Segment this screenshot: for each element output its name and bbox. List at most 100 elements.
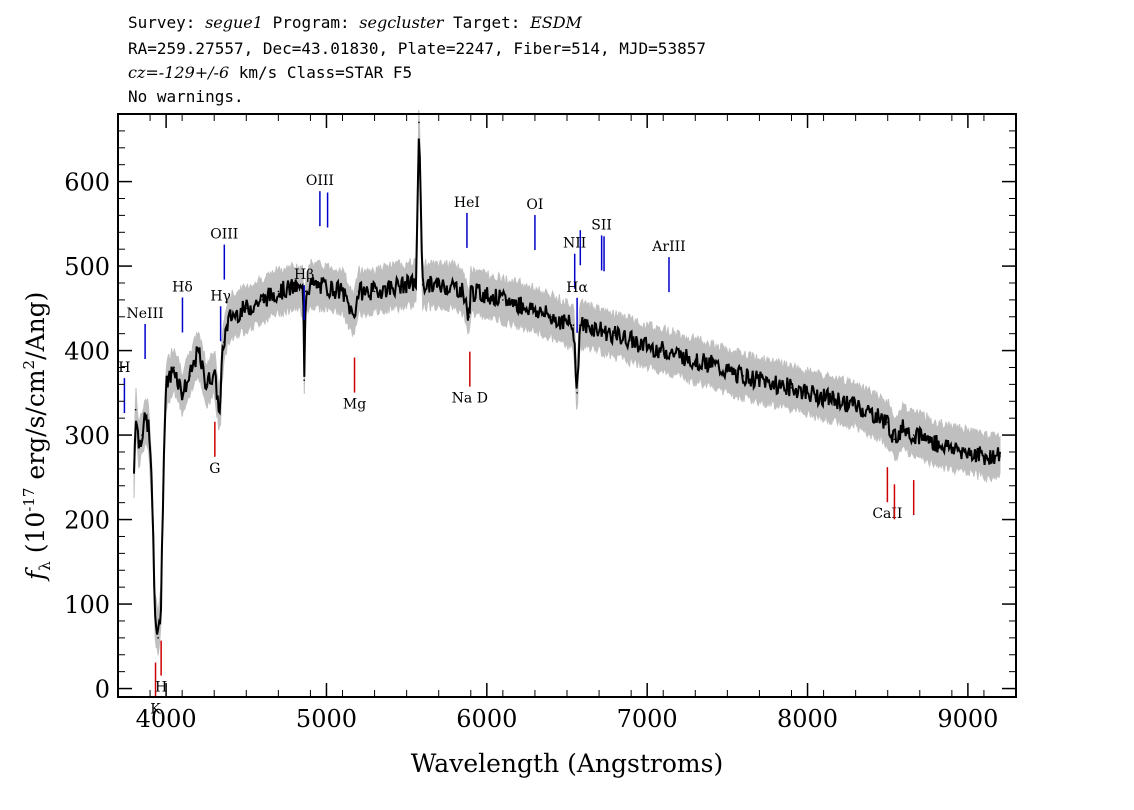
flux-point xyxy=(134,408,137,411)
y-tick-label: 600 xyxy=(64,169,110,197)
flux-point xyxy=(277,290,280,293)
y-tick-label: 500 xyxy=(64,253,110,281)
flux-point xyxy=(935,442,937,445)
flux-point xyxy=(181,392,184,394)
y-tick-label: 400 xyxy=(64,338,110,366)
flux-point xyxy=(309,283,312,286)
flux-point xyxy=(293,286,296,289)
cz-prefix: cz= xyxy=(128,63,159,82)
flux-point xyxy=(822,396,825,398)
flux-point xyxy=(220,366,223,369)
line-label: Hβ xyxy=(294,267,314,283)
flux-point xyxy=(893,438,896,441)
y-label-lambda: λ xyxy=(36,561,54,571)
flux-point xyxy=(389,286,392,289)
flux-point xyxy=(502,299,504,301)
flux-point xyxy=(421,283,424,286)
header-line-survey: Survey: segue1 Program: segcluster Targe… xyxy=(128,14,582,32)
flux-point xyxy=(902,425,905,428)
flux-point xyxy=(418,121,420,124)
line-label: Na D xyxy=(452,391,488,407)
flux-series-layer xyxy=(133,121,1001,639)
header-line-warnings: No warnings. xyxy=(128,87,244,106)
flux-point xyxy=(983,455,985,457)
line-label: Hγ xyxy=(210,288,231,304)
flux-point xyxy=(534,309,536,311)
y-axis-ticks: 0 100 200 300 400 500 600 xyxy=(64,113,1016,704)
flux-point xyxy=(226,324,228,327)
flux-point xyxy=(341,290,344,293)
flux-point xyxy=(614,334,616,337)
x-tick-label: 8000 xyxy=(777,705,838,733)
target-value: ESDM xyxy=(530,13,582,32)
flux-point xyxy=(218,408,220,411)
flux-point xyxy=(405,283,408,286)
x-axis-ticks: 4000 5000 6000 7000 8000 9000 xyxy=(117,114,1017,733)
line-label: OIII xyxy=(306,173,334,189)
flux-point xyxy=(576,392,578,394)
flux-point xyxy=(806,392,809,394)
y-tick-label: 100 xyxy=(64,591,110,619)
flux-point xyxy=(219,400,222,403)
line-label: H xyxy=(118,360,130,376)
flux-point xyxy=(598,328,600,331)
flux-point xyxy=(662,349,665,352)
flux-point xyxy=(303,379,305,381)
y-tick-label: 300 xyxy=(64,422,110,450)
x-tick-label: 9000 xyxy=(937,705,998,733)
header-line-coordinates: RA=259.27557, Dec=43.01830, Plate=2247, … xyxy=(128,39,706,58)
flux-point xyxy=(694,359,697,362)
flux-line xyxy=(133,138,1001,635)
flux-point xyxy=(518,303,520,305)
flux-point xyxy=(245,307,248,310)
survey-label: Survey: xyxy=(128,13,196,32)
line-label: OIII xyxy=(210,227,238,243)
line-label: SII xyxy=(591,217,612,233)
flux-point xyxy=(437,284,440,287)
line-label: Hδ xyxy=(172,279,193,295)
flux-point xyxy=(582,324,584,327)
y-tick-label: 200 xyxy=(64,507,110,535)
cz-value: -129+/-6 xyxy=(158,63,230,82)
flux-point xyxy=(774,383,777,386)
flux-point xyxy=(486,294,488,296)
y-label-units: erg/s/cm xyxy=(21,369,50,487)
x-tick-label: 5000 xyxy=(296,705,357,733)
y-label-per-ang: /Ang) xyxy=(21,292,50,360)
flux-point xyxy=(579,324,581,327)
flux-point xyxy=(742,375,745,377)
flux-point xyxy=(197,349,199,352)
flux-point xyxy=(229,315,232,318)
error-band xyxy=(133,109,1001,656)
flux-point xyxy=(566,322,568,325)
flux-point xyxy=(453,285,456,288)
flux-point xyxy=(758,379,761,381)
flux-point xyxy=(967,451,969,453)
flux-point xyxy=(205,383,207,386)
flux-point xyxy=(870,413,873,415)
flux-point xyxy=(550,315,552,318)
flux-point xyxy=(150,476,153,479)
flux-point xyxy=(138,442,140,445)
flux-point xyxy=(726,370,729,373)
line-label: K xyxy=(150,702,161,718)
line-label: ArIII xyxy=(651,239,685,255)
line-label: NII xyxy=(563,236,586,252)
line-label: OI xyxy=(526,197,543,213)
flux-point xyxy=(710,363,713,365)
flux-point xyxy=(790,386,793,389)
flux-point xyxy=(304,290,307,293)
target-label: Target: xyxy=(453,13,521,32)
flux-point xyxy=(144,417,147,419)
line-label: H xyxy=(155,680,167,696)
flux-point xyxy=(912,434,915,436)
y-axis-label: fλ (10-17 erg/s/cm2/Ang) xyxy=(20,292,54,582)
line-label: HeI xyxy=(454,195,480,211)
line-label: Mg xyxy=(343,397,366,413)
flux-point xyxy=(678,354,681,356)
program-value: segcluster xyxy=(359,13,444,32)
flux-point xyxy=(854,404,857,407)
flux-point xyxy=(173,366,175,369)
flux-point xyxy=(630,339,632,342)
